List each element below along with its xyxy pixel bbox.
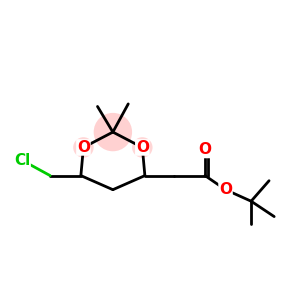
Text: O: O [136, 140, 149, 155]
Text: Cl: Cl [14, 153, 30, 168]
Text: O: O [219, 182, 232, 197]
Circle shape [94, 113, 132, 151]
Text: O: O [199, 142, 212, 158]
Circle shape [73, 137, 94, 158]
Circle shape [132, 137, 153, 158]
Text: O: O [77, 140, 90, 155]
